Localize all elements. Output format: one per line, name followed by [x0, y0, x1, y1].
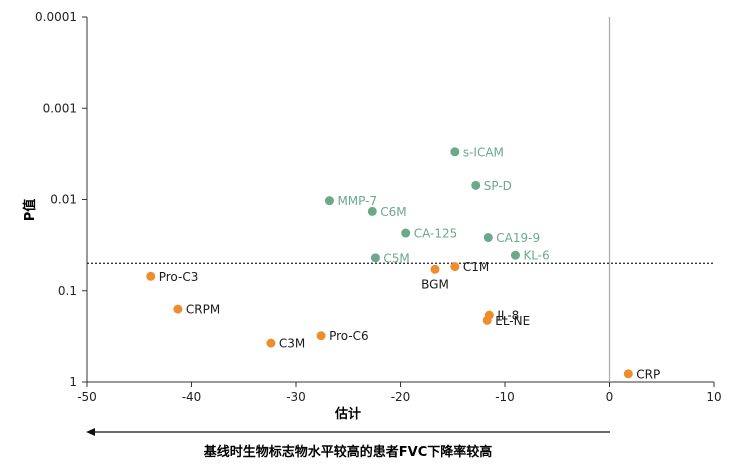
y-tick-label: 0.0001: [35, 10, 77, 24]
x-tick-label: -20: [391, 390, 411, 404]
bottom-annotation: 基线时生物标志物水平较高的患者FVC下降率较高: [203, 444, 492, 460]
chart-axes: [86, 17, 714, 383]
point-ca19-9: [483, 233, 493, 243]
point-pro-c6: [316, 331, 326, 341]
y-tick-label: 0.01: [50, 193, 77, 207]
x-tick-label: 10: [706, 390, 721, 404]
point-c6m: [367, 206, 377, 216]
x-tick-label: -40: [182, 390, 202, 404]
point-c5m: [370, 253, 380, 263]
point-label-ca-125: CA-125: [414, 227, 458, 241]
point-label-mmp-7: MMP-7: [337, 194, 377, 208]
y-tick-label: 0.1: [58, 284, 77, 298]
x-tick-label: -30: [286, 390, 306, 404]
point-crp: [623, 369, 633, 379]
point-label-s-icam: s-ICAM: [463, 145, 504, 159]
point-kl-6: [510, 250, 520, 260]
point-label-c1m: C1M: [463, 260, 489, 274]
bottom-arrow-head: [86, 428, 95, 436]
point-label-pro-c6: Pro-C6: [329, 329, 369, 343]
point-label-c5m: C5M: [383, 251, 409, 265]
point-el-ne: [482, 315, 492, 325]
point-s-icam: [450, 147, 460, 157]
point-label-sp-d: SP-D: [484, 179, 512, 193]
point-label-il-8: IL-8: [497, 309, 519, 323]
point-crpm: [173, 304, 183, 314]
point-label-bgm: BGM: [421, 277, 449, 291]
data-points: [146, 147, 633, 379]
y-ticks: 0.0001 0.001 0.01 0.1 1: [35, 10, 87, 389]
point-label-crp: CRP: [636, 367, 660, 381]
point-bgm: [430, 264, 440, 274]
point-label-pro-c3: Pro-C3: [159, 270, 199, 284]
point-ca-125: [401, 228, 411, 238]
point-pro-c3: [146, 271, 156, 281]
point-sp-d: [471, 180, 481, 190]
x-tick-label: -50: [77, 390, 97, 404]
point-mmp-7: [324, 196, 334, 206]
point-label-el-ne: EL-NE: [495, 314, 530, 328]
x-tick-label: -10: [495, 390, 515, 404]
point-label-ca19-9: CA19-9: [496, 231, 540, 245]
y-tick-label: 0.001: [43, 101, 77, 115]
x-tick-label: 0: [606, 390, 614, 404]
point-c1m: [450, 262, 460, 272]
y-axis-title: P值: [22, 199, 38, 222]
x-ticks: -50 -40 -30 -20 -10 0 10: [77, 382, 722, 404]
bottom-arrow: [86, 428, 610, 436]
point-label-kl-6: KL-6: [523, 249, 549, 263]
point-label-c3m: C3M: [279, 337, 305, 351]
y-tick-label: 1: [69, 375, 77, 389]
x-axis-title: 估计: [334, 406, 361, 422]
point-label-c6m: C6M: [380, 205, 406, 219]
point-label-crpm: CRPM: [186, 303, 220, 317]
point-c3m: [266, 338, 276, 348]
